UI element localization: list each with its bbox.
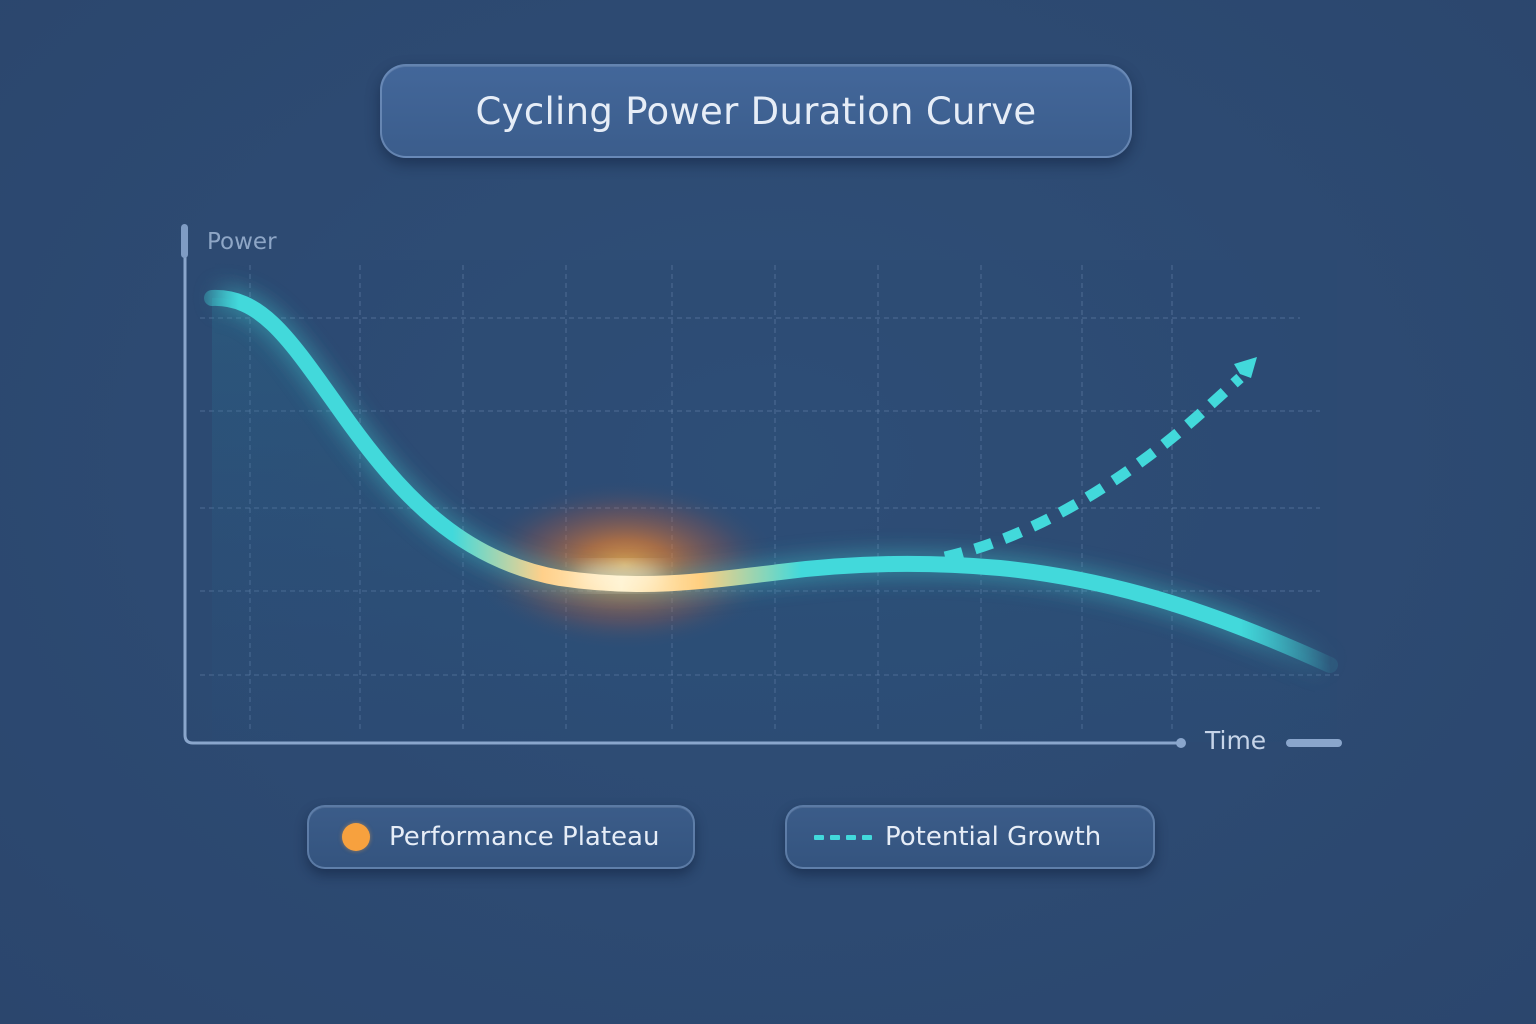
power-duration-curve: [204, 289, 1338, 673]
legend-item-potential-growth[interactable]: Potential Growth: [785, 805, 1155, 869]
legend-label: Performance Plateau: [389, 822, 660, 852]
growth-arrowhead-icon: [1234, 357, 1257, 378]
y-axis-label: Power: [207, 229, 277, 255]
legend-label: Potential Growth: [885, 822, 1102, 852]
x-axis-label: Time: [1205, 726, 1267, 755]
curve-area-fill: [212, 297, 1330, 742]
orange-dot-icon: [342, 823, 370, 851]
axes: [181, 224, 1342, 748]
plateau-glow: [470, 480, 780, 650]
dashed-line-icon: [814, 834, 872, 840]
legend-item-performance-plateau[interactable]: Performance Plateau: [307, 805, 695, 869]
chart-title-box: Cycling Power Duration Curve: [380, 64, 1132, 158]
plateau-hotspot: [575, 567, 665, 585]
chart-title: Cycling Power Duration Curve: [475, 89, 1037, 133]
